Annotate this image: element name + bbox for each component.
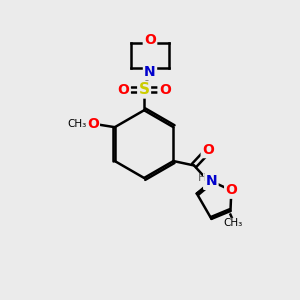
Text: N: N	[144, 65, 156, 79]
Text: N: N	[204, 175, 216, 189]
Text: S: S	[139, 82, 150, 97]
Text: O: O	[202, 143, 214, 157]
Text: O: O	[118, 82, 129, 97]
Text: O: O	[159, 82, 171, 97]
Text: H: H	[198, 173, 206, 183]
Text: CH₃: CH₃	[67, 119, 86, 129]
Text: O: O	[87, 117, 99, 131]
Text: CH₃: CH₃	[223, 218, 242, 228]
Text: N: N	[206, 174, 217, 188]
Text: O: O	[225, 184, 237, 197]
Text: O: O	[144, 33, 156, 46]
